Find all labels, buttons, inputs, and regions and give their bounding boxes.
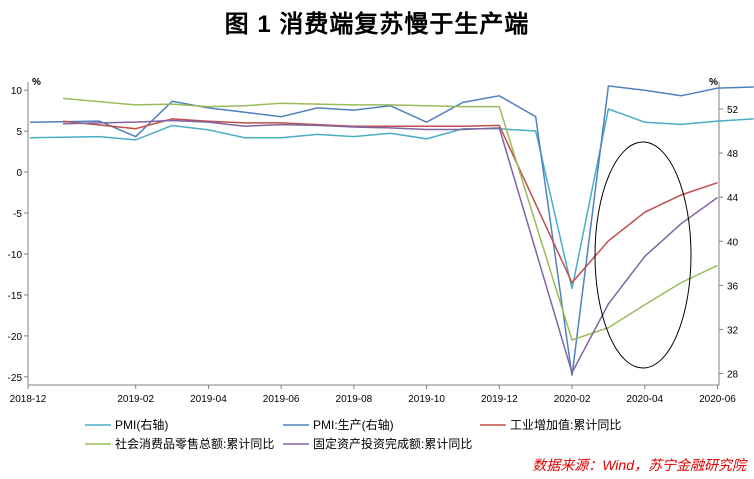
right-tick-label: 28 — [727, 370, 739, 381]
x-tick-label: 2020-06 — [699, 394, 736, 405]
source-note: 数据来源：Wind，苏宁金融研究院 — [532, 457, 746, 473]
legend-label: 固定资产投资完成额:累计同比 — [313, 436, 472, 451]
left-axis-unit: % — [32, 77, 41, 88]
left-tick-label: 10 — [11, 86, 23, 97]
series-line-3 — [62, 118, 718, 284]
right-tick-label: 36 — [727, 281, 739, 292]
legend-label: 工业增加值:累计同比 — [510, 417, 621, 432]
chart-title: 图 1 消费端复苏慢于生产端 — [224, 11, 530, 38]
left-tick-label: -5 — [13, 209, 22, 220]
x-tick-label: 2019-10 — [408, 394, 445, 405]
left-tick-label: -15 — [8, 291, 23, 302]
left-tick-label: -25 — [8, 373, 23, 384]
series-line-4 — [62, 97, 718, 341]
x-tick-label: 2019-08 — [336, 394, 373, 405]
series-line-5 — [62, 119, 718, 375]
legend-label: PMI:生产(右轴) — [313, 417, 394, 432]
legend-label: 社会消费品零售总额:累计同比 — [115, 436, 274, 451]
right-tick-label: 48 — [727, 149, 739, 160]
x-tick-label: 2020-04 — [626, 394, 663, 405]
left-tick-label: -10 — [8, 250, 23, 261]
left-tick-label: 0 — [16, 168, 22, 179]
right-tick-label: 52 — [727, 105, 739, 116]
x-tick-label: 2019-12 — [481, 394, 518, 405]
x-tick-label: 2019-02 — [117, 394, 154, 405]
right-axis-unit: % — [709, 77, 718, 88]
highlight-ellipse — [594, 141, 692, 369]
x-tick-label: 2019-06 — [263, 394, 300, 405]
series-line-1 — [29, 107, 754, 289]
right-tick-label: 40 — [727, 237, 739, 248]
left-tick-label: 5 — [16, 127, 22, 138]
right-tick-label: 32 — [727, 325, 739, 336]
left-tick-label: -20 — [8, 332, 23, 343]
right-tick-label: 44 — [727, 193, 739, 204]
series-line-2 — [29, 85, 754, 376]
x-tick-label: 2020-02 — [554, 394, 591, 405]
x-tick-label: 2019-04 — [190, 394, 227, 405]
legend-label: PMI(右轴) — [115, 417, 168, 432]
x-tick-label: 2018-12 — [10, 394, 47, 405]
